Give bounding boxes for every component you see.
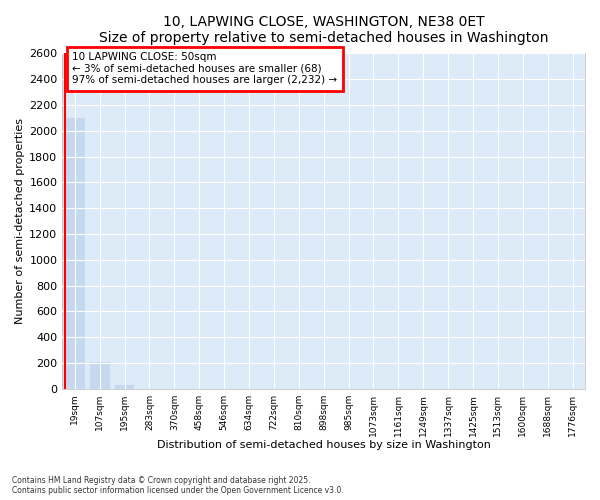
Title: 10, LAPWING CLOSE, WASHINGTON, NE38 0ET
Size of property relative to semi-detach: 10, LAPWING CLOSE, WASHINGTON, NE38 0ET … (99, 15, 548, 45)
Text: 10 LAPWING CLOSE: 50sqm
← 3% of semi-detached houses are smaller (68)
97% of sem: 10 LAPWING CLOSE: 50sqm ← 3% of semi-det… (72, 52, 337, 86)
Text: Contains HM Land Registry data © Crown copyright and database right 2025.
Contai: Contains HM Land Registry data © Crown c… (12, 476, 344, 495)
Y-axis label: Number of semi-detached properties: Number of semi-detached properties (15, 118, 25, 324)
Bar (115, 385, 134, 389)
X-axis label: Distribution of semi-detached houses by size in Washington: Distribution of semi-detached houses by … (157, 440, 491, 450)
Bar (89, 362, 110, 389)
Bar (65, 118, 85, 389)
